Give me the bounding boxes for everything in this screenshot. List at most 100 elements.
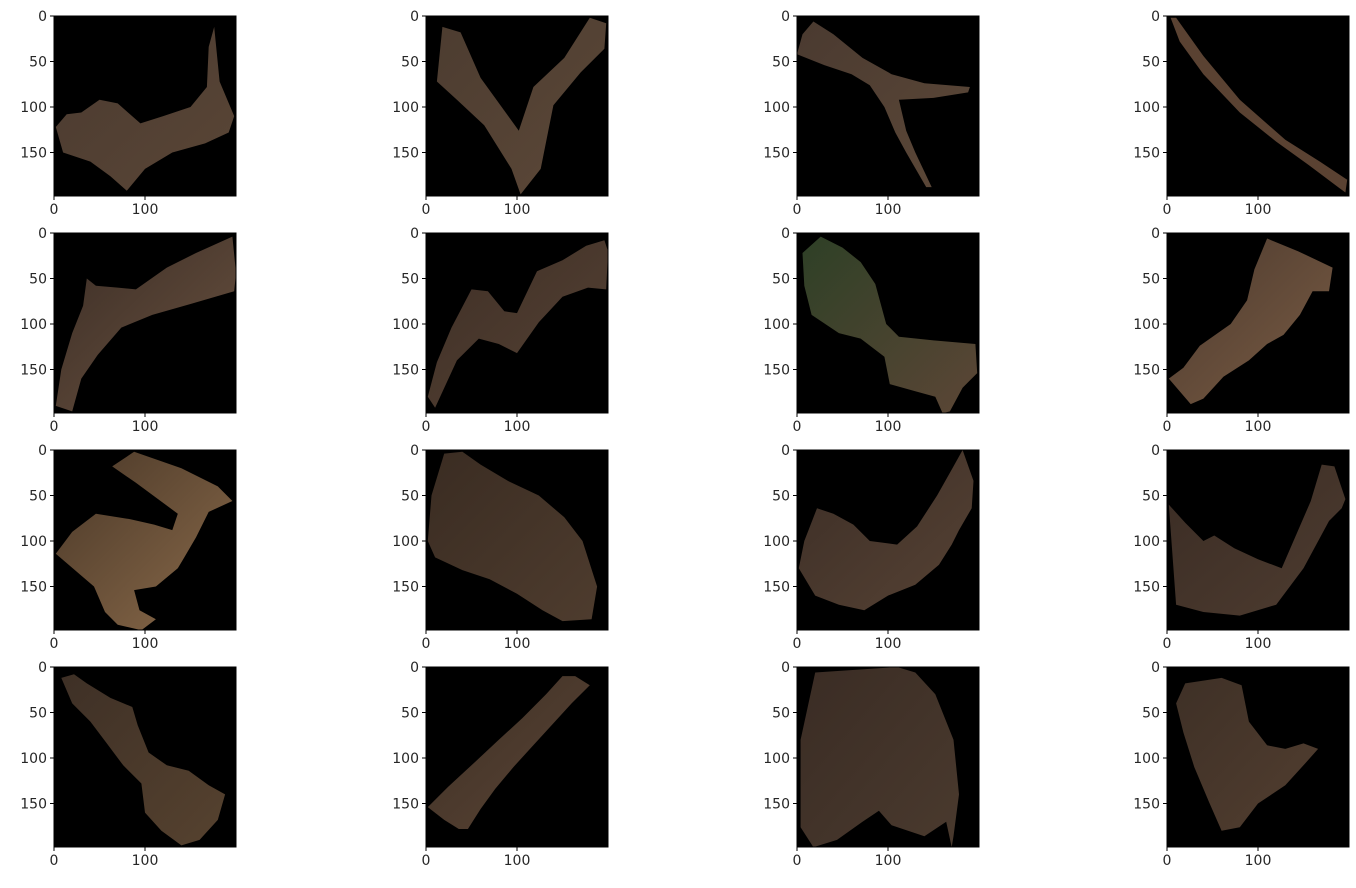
y-tick-label: 150 [20,797,47,813]
subplot-r2-c3: 0 50 100 150 0 100 [763,226,980,435]
x-tick-label: 0 [422,636,431,652]
y-tick-label: 50 [29,55,47,71]
x-tick-label: 100 [132,419,159,435]
y-tick-label: 50 [401,489,419,505]
subplot-r1-c3: 0 50 100 150 0 100 [763,9,980,218]
leaf-shape [1170,17,1348,193]
leaf-shape [1168,238,1333,405]
x-tick-label: 100 [132,636,159,652]
y-tick-label: 50 [29,489,47,505]
y-tick-label: 150 [763,146,790,162]
y-tick-label: 0 [38,9,47,25]
y-tick-label: 0 [1151,660,1160,676]
x-tick-label: 100 [875,636,902,652]
subplot-r2-c2: 0 50 100 150 0 100 [392,226,609,435]
y-tick-label: 0 [1151,226,1160,242]
y-tick-label: 0 [1151,443,1160,459]
leaf-shape [427,451,598,622]
x-tick-label: 100 [1245,853,1272,869]
y-tick-label: 100 [20,534,47,550]
y-tick-label: 0 [1151,9,1160,25]
subplot-r4-c3: 0 50 100 150 0 100 [763,660,980,869]
x-tick-label: 100 [1245,636,1272,652]
subplot-r3-c3: 0 50 100 150 0 100 [763,443,980,652]
y-tick-label: 50 [772,706,790,722]
x-tick-label: 100 [132,202,159,218]
leaf-shape [798,450,974,611]
y-tick-label: 100 [20,317,47,333]
subplot-r2-c4: 0 50 100 150 0 100 [1133,226,1350,435]
y-tick-label: 100 [1133,751,1160,767]
x-tick-label: 0 [50,853,59,869]
y-tick-label: 50 [1142,489,1160,505]
y-tick-label: 0 [410,443,419,459]
subplot-r3-c1: 0 50 100 150 0 100 [20,443,237,652]
y-tick-label: 0 [410,660,419,676]
subplot-r4-c2: 0 50 100 150 0 100 [392,660,609,869]
x-tick-label: 100 [875,202,902,218]
x-tick-label: 0 [1163,202,1172,218]
x-tick-label: 0 [1163,853,1172,869]
y-tick-label: 0 [38,226,47,242]
y-tick-label: 100 [392,100,419,116]
y-tick-label: 50 [772,272,790,288]
x-tick-label: 0 [793,202,802,218]
y-tick-label: 150 [392,580,419,596]
y-tick-label: 50 [401,706,419,722]
y-tick-label: 100 [763,317,790,333]
x-tick-label: 100 [132,853,159,869]
subplot-r4-c1: 0 50 100 150 0 100 [20,660,237,869]
x-tick-label: 100 [1245,202,1272,218]
y-tick-label: 50 [1142,272,1160,288]
x-tick-label: 100 [875,853,902,869]
leaf-shape [61,674,226,846]
y-tick-label: 50 [401,55,419,71]
y-tick-label: 50 [772,489,790,505]
x-tick-label: 100 [504,853,531,869]
leaf-shape [55,26,235,191]
leaf-shape [800,667,959,847]
x-tick-label: 100 [504,202,531,218]
subplot-r3-c4: 0 50 100 150 0 100 [1133,443,1350,652]
leaf-shape [427,240,608,408]
y-tick-label: 150 [1133,363,1160,379]
y-tick-label: 150 [763,580,790,596]
y-tick-label: 150 [1133,146,1160,162]
y-tick-label: 150 [20,580,47,596]
x-tick-label: 0 [50,202,59,218]
leaf-shape [427,676,590,829]
x-tick-label: 0 [1163,636,1172,652]
y-tick-label: 150 [763,797,790,813]
y-tick-label: 100 [763,100,790,116]
x-tick-label: 0 [422,202,431,218]
leaf-shape [802,236,978,413]
y-tick-label: 0 [38,443,47,459]
y-tick-label: 100 [20,751,47,767]
y-tick-label: 50 [29,706,47,722]
y-tick-label: 100 [392,751,419,767]
y-tick-label: 150 [20,146,47,162]
y-tick-label: 0 [410,226,419,242]
y-tick-label: 0 [781,9,790,25]
y-tick-label: 50 [1142,55,1160,71]
y-tick-label: 0 [38,660,47,676]
y-tick-label: 100 [763,534,790,550]
x-tick-label: 0 [422,853,431,869]
leaf-shape [1168,464,1346,616]
x-tick-label: 0 [1163,419,1172,435]
y-tick-label: 100 [763,751,790,767]
leaf-shape [436,17,607,195]
leaf-shape [55,451,233,630]
y-tick-label: 50 [29,272,47,288]
subplot-r4-c4: 0 50 100 150 0 100 [1133,660,1350,869]
y-tick-label: 100 [20,100,47,116]
subplot-r2-c1: 0 50 100 150 0 100 [20,226,237,435]
x-tick-label: 0 [50,636,59,652]
x-tick-label: 0 [422,419,431,435]
y-tick-label: 150 [1133,797,1160,813]
x-tick-label: 100 [504,636,531,652]
y-tick-label: 50 [1142,706,1160,722]
y-tick-label: 100 [1133,100,1160,116]
subplot-r3-c2: 0 50 100 150 0 100 [392,443,609,652]
